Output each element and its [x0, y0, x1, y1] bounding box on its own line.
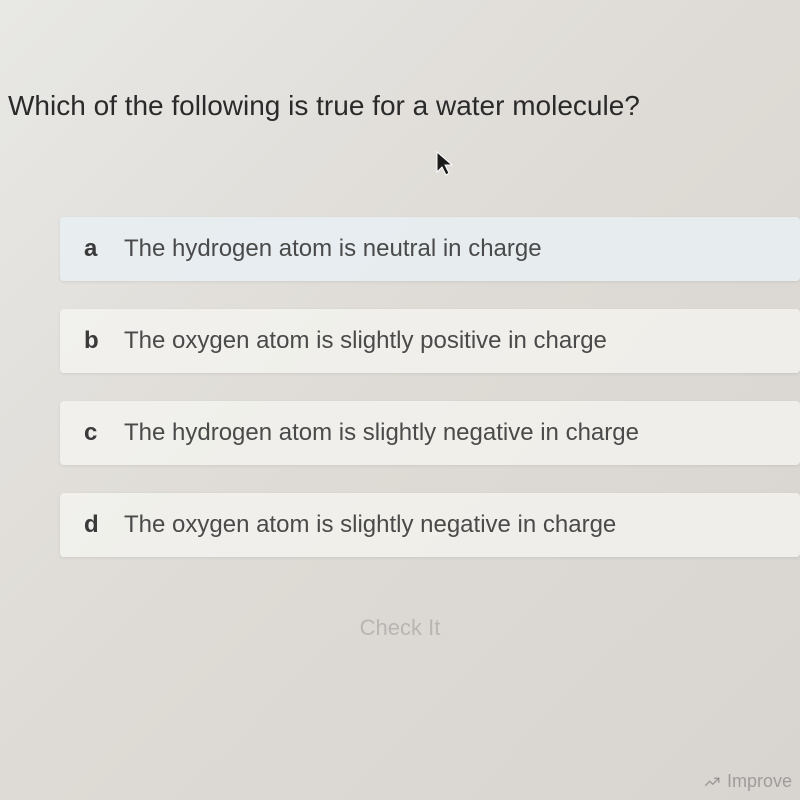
- option-text: The oxygen atom is slightly negative in …: [124, 511, 616, 539]
- option-c[interactable]: c The hydrogen atom is slightly negative…: [60, 401, 800, 465]
- check-button[interactable]: Check It: [360, 615, 441, 641]
- option-letter: c: [84, 419, 106, 447]
- option-letter: a: [84, 235, 106, 263]
- quiz-container: Which of the following is true for a wat…: [0, 0, 800, 641]
- improve-label: Improve: [727, 771, 792, 792]
- options-list: a The hydrogen atom is neutral in charge…: [0, 217, 800, 557]
- option-letter: d: [84, 511, 106, 539]
- trend-up-icon: [703, 773, 721, 791]
- option-letter: b: [84, 327, 106, 355]
- option-d[interactable]: d The oxygen atom is slightly negative i…: [60, 493, 800, 557]
- improve-link[interactable]: Improve: [703, 771, 792, 792]
- option-text: The oxygen atom is slightly positive in …: [124, 327, 607, 355]
- question-text: Which of the following is true for a wat…: [0, 90, 800, 122]
- option-a[interactable]: a The hydrogen atom is neutral in charge: [60, 217, 800, 281]
- option-text: The hydrogen atom is neutral in charge: [124, 235, 542, 263]
- option-text: The hydrogen atom is slightly negative i…: [124, 419, 639, 447]
- option-b[interactable]: b The oxygen atom is slightly positive i…: [60, 309, 800, 373]
